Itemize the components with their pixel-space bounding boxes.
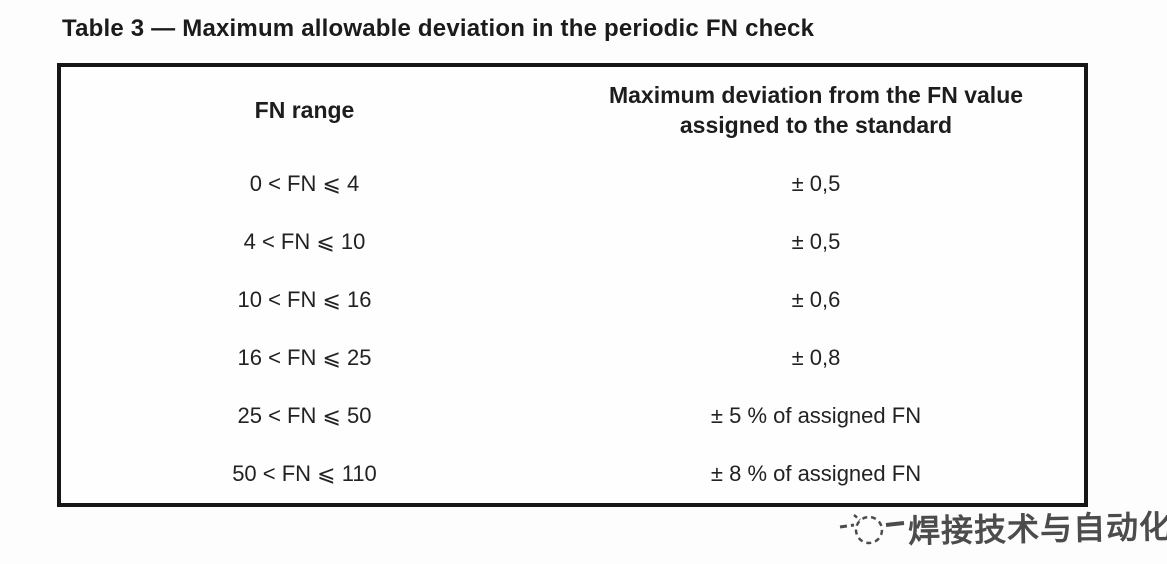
deviation-cell: ± 0,5	[791, 229, 841, 254]
table-row: 0 < FN ⩽ 4 ± 0,5	[59, 155, 1086, 213]
table-row: 25 < FN ⩽ 50 ± 5 % of assigned FN	[59, 387, 1086, 445]
deviation-cell: ± 0,5	[791, 171, 841, 196]
watermark: 焊接技术与自动化	[838, 503, 1167, 551]
fn-range-cell: 10 < FN ⩽ 16	[237, 287, 372, 312]
table-row: 50 < FN ⩽ 110 ± 8 % of assigned FN	[59, 445, 1086, 505]
table-row: 10 < FN ⩽ 16 ± 0,6	[59, 271, 1086, 329]
fn-range-cell: 16 < FN ⩽ 25	[237, 345, 372, 370]
header-fn-range: FN range	[59, 65, 548, 155]
fn-range-cell: 0 < FN ⩽ 4	[249, 171, 360, 196]
table-caption: Table 3 — Maximum allowable deviation in…	[62, 15, 815, 42]
deviation-cell: ± 0,6	[791, 287, 841, 312]
table-row: 4 < FN ⩽ 10 ± 0,5	[59, 213, 1086, 271]
table-row: 16 < FN ⩽ 25 ± 0,8	[59, 329, 1086, 387]
watermark-text: 焊接技术与自动化	[907, 508, 1167, 550]
deviation-cell: ± 5 % of assigned FN	[710, 403, 922, 428]
deviation-cell: ± 0,8	[791, 345, 841, 370]
header-max-deviation-label: Maximum deviation from the FN value assi…	[608, 82, 1024, 138]
header-fn-range-label: FN range	[254, 97, 355, 124]
fn-range-cell: 25 < FN ⩽ 50	[237, 403, 372, 428]
header-max-deviation: Maximum deviation from the FN value assi…	[548, 65, 1086, 155]
fn-range-cell: 4 < FN ⩽ 10	[243, 229, 366, 254]
dashed-circle-logo-icon	[838, 503, 906, 551]
deviation-cell: ± 8 % of assigned FN	[710, 461, 922, 486]
table-header-row: FN range Maximum deviation from the FN v…	[59, 65, 1086, 155]
fn-deviation-table: FN range Maximum deviation from the FN v…	[57, 63, 1088, 507]
fn-range-cell: 50 < FN ⩽ 110	[232, 461, 377, 486]
